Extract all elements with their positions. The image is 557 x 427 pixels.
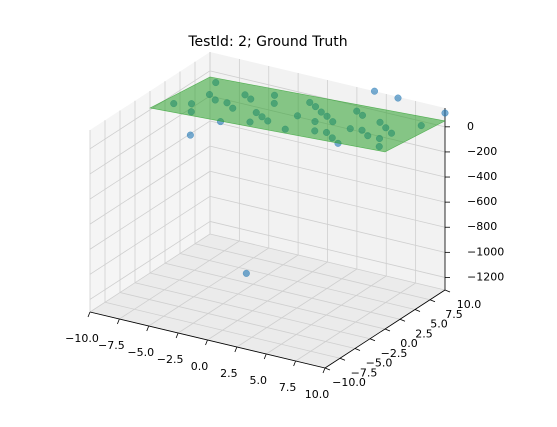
y-tick-label: −10.0 [332,376,366,389]
tick-mark [175,332,179,339]
grid-line [149,272,386,330]
point [186,131,194,139]
grid-line [209,233,446,291]
tick-mark [354,348,361,351]
z-tick-label: −600 [467,195,497,208]
tick-mark [146,325,150,332]
x-tick-label: −10.0 [65,332,99,345]
x-tick-label: −5.0 [127,346,154,359]
tick-mark [293,360,296,367]
y-tick-label: 7.5 [445,308,463,321]
point [394,94,402,102]
grid-line [209,195,446,253]
tick-mark [384,328,391,332]
y-tick-label: −5.0 [366,357,393,370]
grid-line [194,243,431,301]
y-tick-label: −2.5 [381,347,408,360]
tick-mark [234,346,238,353]
grid-line [89,70,211,150]
y-tick-label: 2.5 [415,327,433,340]
z-tick-label: −1200 [467,270,504,283]
tick-mark [263,353,267,360]
grid-line [89,196,211,275]
z-tick-label: −200 [467,145,497,158]
z-tick-label: 0 [467,120,474,133]
grid-line [89,170,211,250]
tick-mark [87,311,91,318]
x-axis [89,311,326,369]
y-axis [324,289,446,369]
grid-line [209,221,446,278]
grid-line [164,262,401,320]
z-tick-label: −1000 [467,245,504,258]
y-tick-label: 5.0 [430,318,448,331]
y-tick-label: 0.0 [400,337,418,350]
point [370,87,379,95]
grid-line [89,145,211,225]
grid-line [179,253,416,310]
x-tick-label: 0.0 [191,360,209,373]
tick-mark [117,318,120,325]
grid-line [209,145,446,203]
y-tick-label: 10.0 [457,298,482,311]
x-tick-label: 10.0 [305,388,330,401]
tick-mark [444,289,451,293]
grid-line [209,120,446,178]
x-tick-label: −7.5 [98,339,125,352]
x-tick-label: −2.5 [157,353,184,366]
point [242,269,250,277]
tick-mark [324,367,331,371]
tick-mark [399,318,406,322]
tick-mark [205,339,208,346]
tick-mark [339,357,346,361]
tick-mark [414,309,421,312]
grid-line [89,221,211,300]
surface [149,76,446,153]
z-tick-label: −400 [467,170,497,183]
grid-line [134,282,371,340]
y-tick-label: −7.5 [351,366,378,379]
grid-line [209,170,446,228]
point [441,109,449,117]
x-tick-label: 7.5 [279,381,297,394]
x-tick-label: 2.5 [220,367,238,380]
chart-title: TestId: 2; Ground Truth [187,34,347,50]
tick-mark [369,338,376,342]
grid-line [104,301,341,359]
x-tick-label: 5.0 [250,374,268,387]
grid-line [119,292,356,349]
z-tick-label: −800 [467,220,497,233]
tick-mark [429,299,436,303]
tick-mark [322,367,326,374]
